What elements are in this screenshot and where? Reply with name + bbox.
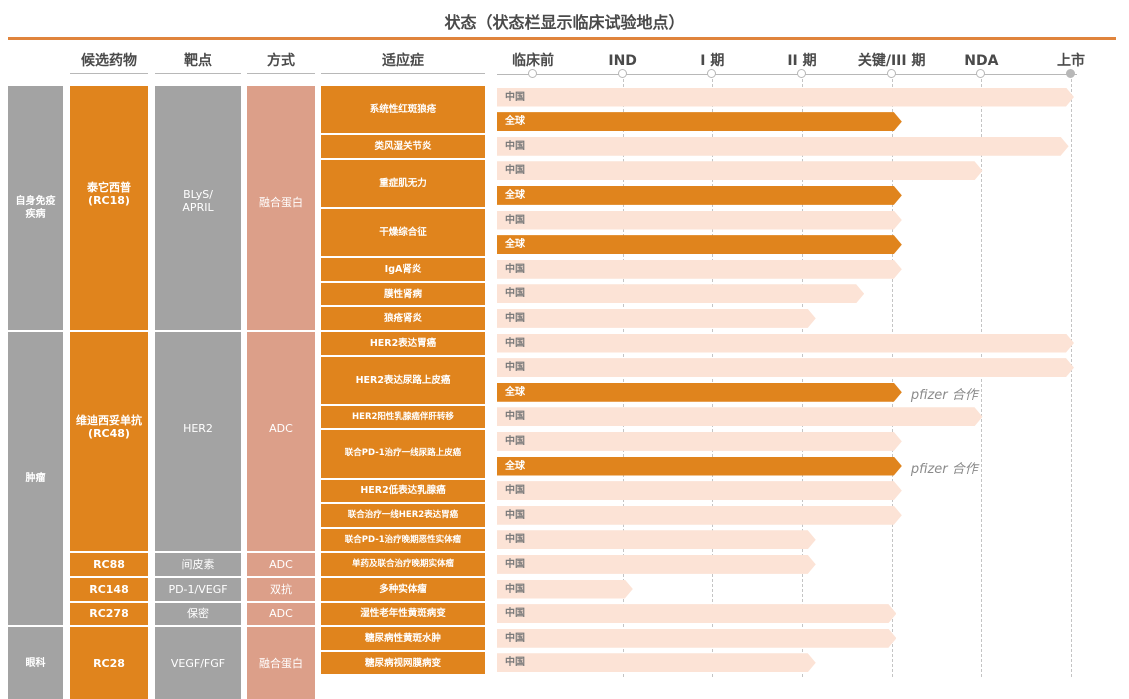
modality-cell: 融合蛋白 — [247, 86, 315, 330]
china-progress-bar: 中国 — [497, 481, 902, 500]
phase-axis — [497, 74, 1077, 75]
drug-cell: RC88 — [70, 553, 148, 576]
target-cell: PD-1/VEGF — [155, 578, 241, 601]
phase-label: IND — [608, 53, 637, 69]
global-progress-bar: 全球 — [497, 235, 902, 254]
drug-cell: RC148 — [70, 578, 148, 601]
china-progress-bar: 中国 — [497, 506, 902, 525]
china-progress-bar: 中国 — [497, 88, 1074, 107]
drug-cell: 维迪西妥单抗 (RC48) — [70, 332, 148, 552]
china-progress-bar: 中国 — [497, 284, 864, 303]
partner-note: pfizer 合作 — [910, 461, 978, 477]
china-progress-bar: 中国 — [497, 407, 983, 426]
indication-cell: 多种实体瘤 — [321, 578, 485, 601]
phase-marker — [1066, 69, 1075, 78]
phase-label: 临床前 — [512, 53, 554, 69]
phase-marker — [707, 69, 717, 78]
modality-cell: 融合蛋白 — [247, 627, 315, 699]
china-progress-bar: 中国 — [497, 260, 902, 279]
indication-cell: 联合PD-1治疗晚期恶性实体瘤 — [321, 528, 485, 552]
china-progress-bar: 中国 — [497, 604, 896, 623]
indication-cell: 狼疮肾炎 — [321, 307, 485, 330]
indication-cell: 糖尿病视网膜病变 — [321, 651, 485, 675]
header-mode: 方式 — [267, 53, 295, 69]
indication-cell: 湿性老年性黄斑病变 — [321, 602, 485, 626]
phase-marker — [976, 69, 986, 78]
indication-cell: HER2表达尿路上皮癌 — [321, 356, 485, 404]
phase-marker — [528, 69, 537, 78]
phase-gridline — [802, 79, 803, 677]
phase-label: 关键/III 期 — [857, 53, 926, 69]
indication-cell: 糖尿病性黄斑水肿 — [321, 627, 485, 650]
phase-gridline — [1071, 79, 1072, 677]
target-cell: VEGF/FGF — [155, 627, 241, 699]
therapeutic-area-cell: 肿瘤 — [8, 332, 63, 626]
indication-cell: HER2阳性乳腺癌伴肝转移 — [321, 405, 485, 429]
phase-gridline — [891, 79, 893, 677]
china-progress-bar: 中国 — [497, 432, 902, 451]
phase-label: I 期 — [700, 53, 725, 69]
target-cell: BLyS/ APRIL — [155, 86, 241, 330]
header-indication-underline — [321, 73, 485, 74]
china-progress-bar: 中国 — [497, 161, 983, 180]
indication-cell: 膜性肾病 — [321, 282, 485, 306]
phase-gridline — [622, 79, 624, 677]
target-cell: 保密 — [155, 602, 241, 626]
partner-note: pfizer 合作 — [910, 387, 978, 403]
therapeutic-area-cell: 眼科 — [8, 627, 63, 699]
phase-marker — [886, 69, 896, 78]
phase-marker — [617, 69, 627, 78]
phase-label: NDA — [964, 53, 999, 69]
header-mode-underline — [247, 73, 315, 74]
indication-cell: 系统性红斑狼疮 — [321, 86, 485, 134]
china-progress-bar: 中国 — [497, 530, 816, 549]
global-progress-bar: 全球 — [497, 457, 902, 476]
header-target-underline — [155, 73, 241, 74]
global-progress-bar: 全球 — [497, 186, 902, 205]
phase-gridline — [981, 79, 983, 677]
drug-cell: RC278 — [70, 602, 148, 626]
global-progress-bar: 全球 — [497, 383, 902, 402]
china-progress-bar: 中国 — [497, 309, 816, 328]
china-progress-bar: 中国 — [497, 334, 1074, 353]
phase-label: II 期 — [787, 53, 817, 69]
modality-cell: 双抗 — [247, 578, 315, 601]
modality-cell: ADC — [247, 553, 315, 576]
drug-cell: 泰它西普 (RC18) — [70, 86, 148, 330]
indication-cell: 单药及联合治疗晚期实体瘤 — [321, 553, 485, 576]
china-progress-bar: 中国 — [497, 653, 816, 672]
modality-cell: ADC — [247, 602, 315, 626]
indication-cell: 干燥综合征 — [321, 209, 485, 257]
title-divider — [8, 37, 1116, 40]
phase-marker — [797, 69, 806, 78]
china-progress-bar: 中国 — [497, 555, 816, 574]
drug-cell: RC28 — [70, 627, 148, 699]
header-indication: 适应症 — [382, 53, 424, 69]
therapeutic-area-cell: 自身免疫疾病 — [8, 86, 63, 330]
phase-label: 上市 — [1057, 53, 1085, 69]
indication-cell: HER2表达胃癌 — [321, 332, 485, 355]
indication-cell: HER2低表达乳腺癌 — [321, 479, 485, 503]
china-progress-bar: 中国 — [497, 211, 902, 230]
header-drug-underline — [70, 73, 148, 74]
phase-gridline — [712, 79, 714, 677]
chart-title: 状态（状态栏显示临床试验地点） — [444, 13, 685, 32]
target-cell: HER2 — [155, 332, 241, 552]
global-progress-bar: 全球 — [497, 112, 902, 131]
china-progress-bar: 中国 — [497, 137, 1069, 156]
indication-cell: IgA肾炎 — [321, 258, 485, 281]
china-progress-bar: 中国 — [497, 358, 1074, 377]
modality-cell: ADC — [247, 332, 315, 552]
china-progress-bar: 中国 — [497, 580, 633, 599]
indication-cell: 类风湿关节炎 — [321, 135, 485, 158]
indication-cell: 重症肌无力 — [321, 159, 485, 207]
header-target: 靶点 — [184, 53, 212, 69]
china-progress-bar: 中国 — [497, 629, 896, 648]
indication-cell: 联合治疗一线HER2表达胃癌 — [321, 504, 485, 527]
indication-cell: 联合PD-1治疗一线尿路上皮癌 — [321, 430, 485, 478]
header-drug: 候选药物 — [81, 53, 137, 69]
target-cell: 间皮素 — [155, 553, 241, 576]
